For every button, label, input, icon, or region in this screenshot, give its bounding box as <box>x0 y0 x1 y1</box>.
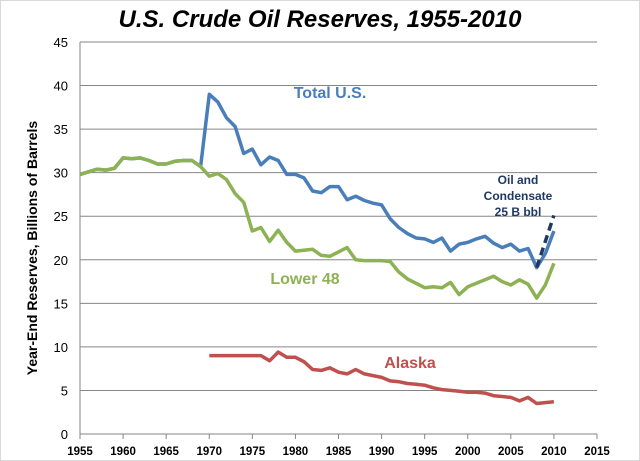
annotation-label: 25 B bbl <box>495 205 542 219</box>
annotation-label: Lower 48 <box>270 271 339 288</box>
y-tick-label: 10 <box>54 340 68 355</box>
x-tick-label: 1955 <box>67 446 93 458</box>
y-tick-label: 15 <box>54 296 68 311</box>
x-tick-label: 1975 <box>240 446 266 458</box>
x-tick-label: 1990 <box>369 446 395 458</box>
y-tick-label: 25 <box>54 209 68 224</box>
x-tick-label: 2010 <box>541 446 567 458</box>
x-tick-label: 1985 <box>326 446 352 458</box>
x-tick-label: 1960 <box>110 446 136 458</box>
y-tick-label: 0 <box>61 427 68 442</box>
y-axis-label: Year-End Reserves, Billions of Barrels <box>24 121 40 376</box>
annotation-label: Oil and <box>498 173 539 187</box>
x-tick-label: 2015 <box>584 446 610 458</box>
x-tick-label: 2000 <box>455 446 481 458</box>
y-tick-label: 45 <box>54 35 68 50</box>
x-tick-label: 1970 <box>196 446 222 458</box>
x-tick-label: 1980 <box>283 446 309 458</box>
series-line-oil-and-condensate <box>535 214 556 269</box>
annotation-label: Alaska <box>384 355 436 372</box>
x-tick-label: 2005 <box>498 446 524 458</box>
y-tick-label: 35 <box>54 122 68 137</box>
annotation-label: Total U.S. <box>294 85 367 102</box>
chart-title: U.S. Crude Oil Reserves, 1955-2010 <box>118 6 522 33</box>
x-tick-label: 1965 <box>153 446 179 458</box>
series-line-alaska <box>209 350 555 406</box>
annotation-label: Condensate <box>484 189 553 203</box>
y-tick-label: 5 <box>61 383 68 398</box>
series-line-total-u-s- <box>79 92 556 270</box>
series-line-lower-48 <box>79 156 556 300</box>
y-tick-label: 40 <box>54 79 68 94</box>
y-tick-label: 30 <box>54 166 68 181</box>
y-tick-label: 20 <box>54 253 68 268</box>
x-tick-label: 1995 <box>412 446 438 458</box>
